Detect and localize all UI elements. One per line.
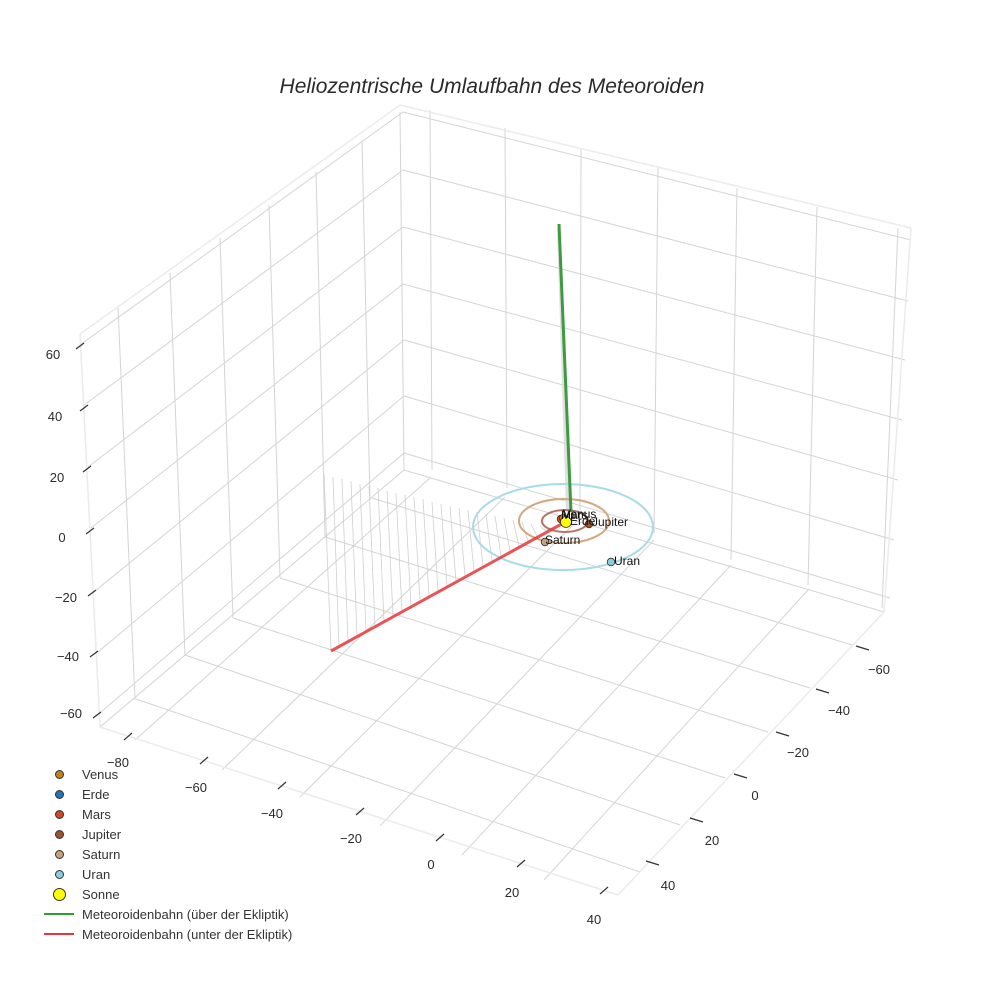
z-axis-ticks (75, 342, 102, 719)
orbit-saturn (518, 498, 610, 544)
legend-label: Venus (82, 766, 119, 782)
svg-text:−40: −40 (261, 806, 283, 821)
svg-text:Uran: Uran (614, 554, 640, 568)
svg-text:40: 40 (587, 912, 601, 927)
y-axis-ticks (645, 645, 870, 866)
legend-item-path-above[interactable]: Meteoroidenbahn (über der Ekliptik) (36, 904, 292, 924)
legend-label: Uran (82, 866, 111, 882)
orbits (472, 483, 654, 571)
legend-item-path-below[interactable]: Meteoroidenbahn (unter der Ekliptik) (36, 924, 292, 944)
svg-text:40: 40 (661, 878, 675, 893)
legend-item-sonne[interactable]: Sonne (36, 884, 292, 904)
meteoroid-path-below (330, 519, 568, 653)
svg-text:20: 20 (505, 885, 519, 900)
orbit-uran (472, 483, 654, 571)
legend-item-erde[interactable]: Erde (36, 784, 292, 804)
legend-label: Sonne (82, 886, 120, 902)
planet-saturn (540, 537, 550, 547)
svg-text:20: 20 (705, 833, 719, 848)
svg-text:−40: −40 (828, 703, 850, 718)
svg-text:−80: −80 (107, 755, 129, 770)
jupiter-marker-icon (54, 829, 64, 839)
saturn-marker-icon (54, 849, 64, 859)
z-axis-labels: 60 40 20 0 −20 −40 −60 (46, 347, 82, 721)
planet-labels: Mars Venus Erde Jupiter Saturn Uran (545, 507, 640, 568)
legend-label: Meteoroidenbahn (über der Ekliptik) (82, 906, 289, 922)
legend-item-uran[interactable]: Uran (36, 864, 292, 884)
legend-label: Meteoroidenbahn (unter der Ekliptik) (82, 926, 293, 942)
svg-text:0: 0 (58, 530, 65, 545)
svg-text:Saturn: Saturn (545, 533, 580, 547)
svg-text:−60: −60 (185, 780, 207, 795)
svg-text:Mars: Mars (561, 508, 588, 522)
svg-text:Venus: Venus (563, 507, 596, 521)
legend-item-jupiter[interactable]: Jupiter (36, 824, 292, 844)
svg-text:−60: −60 (60, 706, 82, 721)
svg-text:−20: −20 (340, 831, 362, 846)
legend-label: Jupiter (82, 826, 122, 842)
svg-text:0: 0 (751, 788, 758, 803)
legend-label: Erde (82, 786, 110, 802)
legend-label: Mars (82, 806, 111, 822)
red-line-icon (44, 933, 74, 935)
svg-text:Erde: Erde (570, 514, 596, 528)
erde-marker-icon (54, 789, 64, 799)
x-axis-labels: −80 −60 −40 −20 0 20 40 (107, 755, 601, 927)
svg-text:−20: −20 (55, 590, 77, 605)
svg-text:0: 0 (427, 857, 434, 872)
svg-text:−20: −20 (787, 745, 809, 760)
svg-text:−40: −40 (57, 649, 79, 664)
svg-text:60: 60 (46, 347, 60, 362)
uran-marker-icon (54, 869, 64, 879)
y-axis-labels: −60 −40 −20 0 20 40 (661, 662, 890, 893)
legend-item-mars[interactable]: Mars (36, 804, 292, 824)
svg-text:Jupiter: Jupiter (592, 515, 628, 529)
sun-marker-icon (52, 887, 66, 901)
svg-text:−60: −60 (868, 662, 890, 677)
svg-text:20: 20 (50, 470, 64, 485)
sun (560, 516, 572, 528)
planet-uran (606, 557, 616, 567)
chart-title: Heliozentrische Umlaufbahn des Meteoroid… (279, 75, 705, 98)
planets[interactable] (540, 514, 616, 567)
drop-lines-below (323, 473, 555, 652)
meteoroid-path-above (557, 223, 573, 513)
green-line-icon (44, 913, 74, 915)
planet-jupiter (584, 519, 594, 529)
venus-marker-icon (54, 769, 64, 779)
legend-label: Saturn (82, 846, 121, 862)
legend-item-saturn[interactable]: Saturn (36, 844, 292, 864)
legend: Venus Erde Mars Jupiter Saturn Uran Sonn… (36, 764, 292, 944)
legend-item-venus[interactable]: Venus (36, 764, 292, 784)
svg-text:40: 40 (48, 409, 62, 424)
mars-marker-icon (54, 809, 64, 819)
x-axis-ticks (123, 732, 609, 895)
